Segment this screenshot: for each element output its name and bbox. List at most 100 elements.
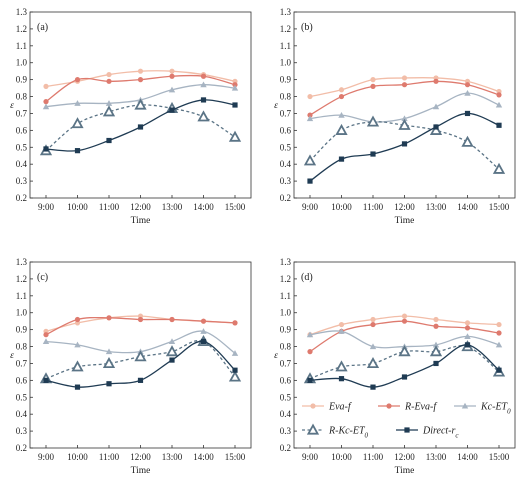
marker-eva-1 [338, 87, 345, 93]
x-tick-label: 9:00 [38, 452, 55, 462]
y-tick-label: 0.4 [280, 409, 292, 419]
legend-entry-direct: Direct-rc [396, 426, 459, 440]
y-tick-label: 0.9 [16, 325, 28, 335]
series-reva [43, 73, 238, 105]
marker-direct-3 [401, 141, 408, 147]
marker-kc-5 [464, 333, 471, 339]
marker-reva-6 [496, 92, 502, 98]
y-tick-label: 1.0 [16, 58, 28, 68]
x-tick-label: 13:00 [426, 202, 447, 212]
marker-eva-4 [169, 68, 175, 74]
y-tick-label: 1.3 [280, 7, 292, 17]
x-axis-label: Time [395, 216, 415, 226]
y-tick-label: 0.4 [16, 409, 28, 419]
y-tick-label: 1.1 [16, 291, 27, 301]
y-tick-label: 0.8 [16, 92, 28, 102]
y-tick-label: 1.3 [280, 257, 292, 267]
marker-rkc-3 [134, 350, 147, 362]
panel-d: 0.2 0.3 0.4 0.5 0.6 0.7 0.8 0.9 1.0 1.1 1.2 1.3 9:00… [274, 257, 516, 476]
marker-direct-1 [74, 148, 81, 154]
marker-rkc-5 [461, 135, 474, 147]
y-tick-label: 0.6 [280, 375, 292, 385]
y-tick-label: 0.8 [16, 342, 28, 352]
marker-reva-4 [169, 316, 175, 323]
y-tick-label: 0.2 [280, 443, 291, 453]
series-direct [43, 97, 238, 154]
marker-kc-6 [495, 341, 503, 348]
marker-reva-2 [370, 83, 376, 89]
marker-direct-legend [404, 427, 410, 433]
y-tick-label: 1.1 [16, 41, 27, 51]
y-axis-label: ε [10, 101, 14, 111]
marker-kc-1 [74, 100, 81, 106]
marker-reva-0 [43, 332, 49, 338]
marker-reva-legend [386, 403, 392, 409]
x-tick-label: 10:00 [331, 202, 352, 212]
y-tick-label: 0.3 [280, 426, 292, 436]
marker-rkc-2 [102, 105, 116, 117]
marker-direct-0 [307, 178, 313, 184]
marker-kc-0 [42, 103, 50, 110]
panel-label: (c) [37, 272, 48, 283]
x-tick-label: 11:00 [363, 202, 384, 212]
marker-eva-1 [338, 321, 345, 328]
marker-reva-5 [200, 73, 207, 79]
y-tick-label: 0.2 [16, 443, 27, 453]
marker-rkc-2 [102, 357, 116, 369]
y-tick-label: 0.7 [280, 358, 292, 368]
marker-direct-4 [169, 107, 175, 113]
panel-label: (b) [301, 22, 313, 33]
marker-reva-3 [137, 77, 144, 83]
marker-direct-6 [496, 367, 502, 373]
marker-eva-2 [370, 316, 376, 323]
y-tick-label: 0.2 [16, 193, 27, 203]
marker-direct-2 [370, 384, 376, 390]
x-tick-label: 12:00 [394, 452, 415, 462]
y-tick-label: 1.1 [280, 41, 291, 51]
legend-entry-reva: R-Eva-f [378, 402, 437, 413]
marker-reva-0 [307, 112, 313, 118]
legend-label: R-Kc-ET0 [328, 426, 369, 440]
marker-direct-5 [200, 338, 207, 345]
x-tick-label: 15:00 [489, 202, 510, 212]
marker-kc-0 [306, 115, 314, 122]
marker-kc-5 [464, 89, 471, 96]
series-eva [43, 313, 238, 334]
marker-direct-1 [338, 376, 345, 382]
marker-kc-1 [74, 341, 81, 348]
marker-rkc-1 [335, 123, 348, 135]
y-tick-label: 1.2 [16, 24, 27, 34]
marker-reva-3 [137, 316, 144, 323]
marker-reva-5 [200, 318, 207, 324]
marker-reva-0 [43, 99, 49, 105]
x-tick-label: 13:00 [162, 452, 183, 462]
marker-rkc-6 [492, 162, 506, 174]
y-tick-label: 0.3 [280, 176, 292, 186]
marker-direct-4 [169, 357, 175, 363]
marker-rkc-1 [71, 360, 84, 372]
marker-kc-2 [105, 348, 113, 355]
y-tick-label: 0.6 [280, 125, 292, 135]
marker-rkc-3 [134, 98, 147, 110]
panel-label: (a) [37, 22, 48, 33]
marker-reva-2 [370, 321, 376, 328]
marker-kc-1 [338, 328, 345, 334]
legend-entry-rkc: R-Kc-ET0 [302, 423, 369, 440]
y-tick-label: 1.2 [16, 274, 27, 284]
y-tick-label: 0.7 [16, 108, 28, 118]
marker-eva-3 [137, 68, 144, 74]
marker-rkc-2 [366, 357, 380, 369]
marker-kc-4 [168, 86, 176, 93]
marker-reva-2 [106, 315, 112, 321]
marker-reva-4 [433, 323, 439, 329]
marker-kc-1 [338, 111, 345, 118]
marker-direct-0 [43, 377, 49, 383]
marker-direct-4 [433, 124, 439, 130]
marker-eva-legend [310, 403, 316, 409]
x-tick-label: 14:00 [193, 452, 214, 462]
y-tick-label: 0.9 [280, 325, 292, 335]
marker-direct-5 [464, 110, 471, 117]
series-eva [307, 313, 502, 338]
y-tick-label: 0.9 [280, 75, 292, 85]
legend: Eva-f R-Eva-f Kc-ET0 R-Kc-ET0 Direct-rc [302, 402, 511, 440]
